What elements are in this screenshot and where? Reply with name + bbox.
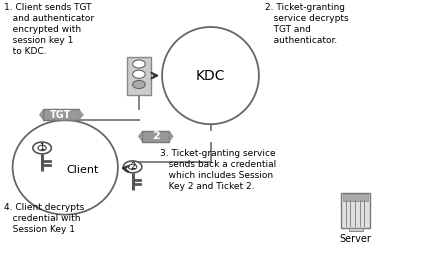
Circle shape xyxy=(133,80,145,89)
FancyBboxPatch shape xyxy=(43,109,79,120)
Polygon shape xyxy=(39,109,43,120)
Ellipse shape xyxy=(162,27,259,124)
Text: 1. Client sends TGT
   and authenticator
   encrypted with
   session key 1
   t: 1. Client sends TGT and authenticator en… xyxy=(4,3,94,56)
Circle shape xyxy=(128,164,137,170)
Circle shape xyxy=(133,70,145,78)
Circle shape xyxy=(38,145,46,151)
Text: 2: 2 xyxy=(130,162,135,171)
FancyBboxPatch shape xyxy=(142,131,170,142)
Text: Server: Server xyxy=(340,234,372,245)
Circle shape xyxy=(33,142,51,154)
Text: KDC: KDC xyxy=(196,69,225,83)
FancyBboxPatch shape xyxy=(341,193,370,228)
Polygon shape xyxy=(138,131,142,142)
Text: 3. Ticket-granting service
   sends back a credential
   which includes Session
: 3. Ticket-granting service sends back a … xyxy=(160,148,276,191)
Circle shape xyxy=(123,161,142,173)
FancyBboxPatch shape xyxy=(343,194,368,201)
Circle shape xyxy=(133,60,145,68)
Text: 2: 2 xyxy=(152,131,160,141)
Ellipse shape xyxy=(13,120,118,215)
Text: Client: Client xyxy=(66,165,98,175)
Text: TGT: TGT xyxy=(51,110,72,120)
Polygon shape xyxy=(79,109,84,120)
Polygon shape xyxy=(169,131,173,142)
FancyBboxPatch shape xyxy=(349,228,363,231)
Text: 1: 1 xyxy=(40,143,45,153)
Text: 4. Client decrypts
   credential with
   Session Key 1: 4. Client decrypts credential with Sessi… xyxy=(4,202,85,234)
Text: 2. Ticket-granting
   service decrypts
   TGT and
   authenticator.: 2. Ticket-granting service decrypts TGT … xyxy=(265,3,349,45)
FancyBboxPatch shape xyxy=(127,57,151,94)
